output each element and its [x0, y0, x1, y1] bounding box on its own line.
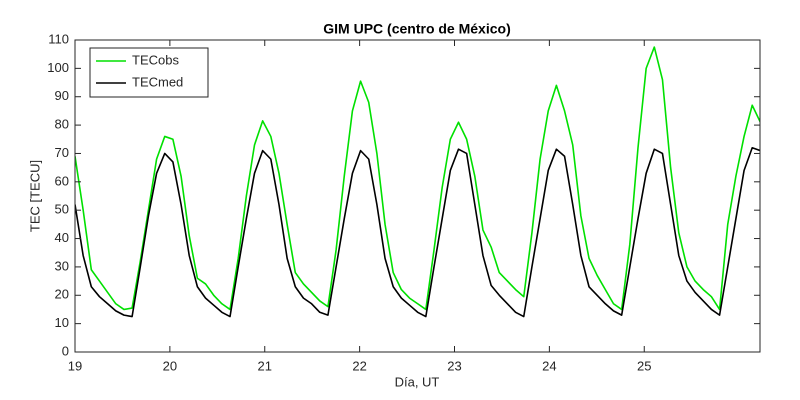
y-tick-label: 30	[55, 258, 69, 273]
x-tick-label: 23	[447, 358, 461, 373]
x-tick-label: 20	[163, 358, 177, 373]
y-tick-label: 60	[55, 173, 69, 188]
data-line	[75, 146, 760, 318]
y-tick-label: 70	[55, 145, 69, 160]
plot-lines	[75, 46, 760, 318]
y-tick-label: 20	[55, 287, 69, 302]
legend-label: TECmed	[132, 74, 183, 89]
x-tick-label: 21	[258, 358, 272, 373]
x-tick-label: 22	[352, 358, 366, 373]
data-line	[75, 46, 760, 311]
x-axis-label: Día, UT	[395, 374, 440, 389]
x-tick-label: 19	[68, 358, 82, 373]
y-axis-label: TEC [TECU]	[27, 160, 42, 232]
y-tick-label: 110	[48, 31, 69, 46]
legend-label: TECobs	[132, 52, 179, 67]
y-tick-label: 0	[62, 343, 69, 358]
legend-box	[89, 47, 209, 98]
plot-frame	[74, 39, 761, 353]
y-tick-label: 100	[47, 60, 69, 75]
chart-title: GIM UPC (centro de México)	[323, 21, 510, 37]
y-tick-label: 50	[55, 202, 69, 217]
y-tick-label: 80	[55, 117, 69, 132]
y-tick-label: 40	[55, 230, 69, 245]
x-tick-label: 25	[637, 358, 651, 373]
x-tick-label: 24	[542, 358, 556, 373]
y-tick-label: 10	[55, 315, 69, 330]
y-tick-label: 90	[55, 88, 69, 103]
